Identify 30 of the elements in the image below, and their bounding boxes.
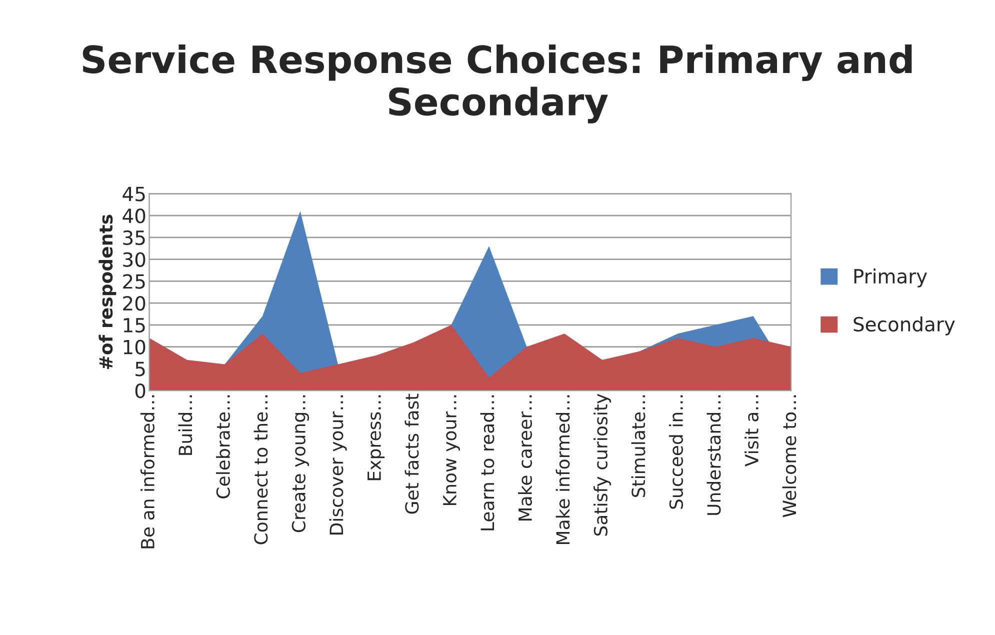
x-tick-label: Succeed in… xyxy=(669,395,684,509)
y-tick-label: 35 xyxy=(123,230,145,246)
y-tick-label: 20 xyxy=(123,296,146,311)
x-tick-label: Make informed… xyxy=(556,395,570,544)
y-tick-label: 5 xyxy=(136,362,145,376)
y-tick-label: 30 xyxy=(123,252,146,267)
x-tick-label: Understand… xyxy=(706,395,721,515)
x-tick-label: Express… xyxy=(368,395,384,480)
x-tick-label: Create young… xyxy=(292,395,309,532)
x-tick-label: Stimulate… xyxy=(631,395,646,498)
chart-title: Service Response Choices: Primary and Secondary xyxy=(82,44,912,124)
legend-label: Secondary xyxy=(854,316,955,336)
x-tick-label: Know your… xyxy=(443,395,460,506)
x-tick-label: Learn to read… xyxy=(480,395,494,530)
x-tick-label: Discover your… xyxy=(329,395,347,534)
y-tick-label: 45 xyxy=(122,186,145,202)
x-tick-label: Welcome to… xyxy=(782,395,796,518)
y-tick-label: 15 xyxy=(124,318,145,333)
y-axis-title: #of respodents xyxy=(98,214,116,370)
y-tick-label: 40 xyxy=(122,208,146,224)
x-tick-label: Visit a… xyxy=(744,395,759,466)
y-tick-label: 25 xyxy=(123,274,145,289)
y-tick-label: 10 xyxy=(124,340,146,354)
x-tick-label: Build… xyxy=(178,395,192,455)
x-tick-label: Get facts fast xyxy=(404,394,419,514)
x-tick-label: Make career… xyxy=(518,395,532,521)
x-tick-label: Connect to the… xyxy=(254,395,268,544)
x-tick-label: Celebrate… xyxy=(216,395,230,498)
x-tick-label: Satisfy curiosity xyxy=(594,394,612,536)
legend-label: Primary xyxy=(854,268,928,288)
